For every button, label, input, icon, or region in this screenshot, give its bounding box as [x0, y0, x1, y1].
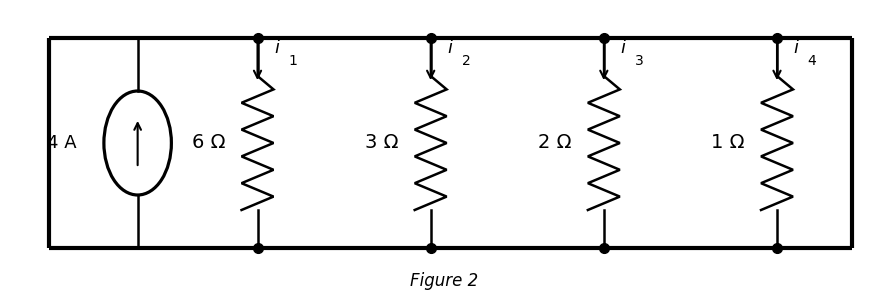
Text: $i$: $i$	[793, 39, 800, 57]
Text: $4$: $4$	[807, 54, 817, 68]
Text: $3$: $3$	[634, 54, 644, 68]
Text: $i$: $i$	[620, 39, 627, 57]
Text: $i$: $i$	[274, 39, 281, 57]
Text: 1 Ω: 1 Ω	[711, 134, 745, 152]
Text: $1$: $1$	[288, 54, 297, 68]
Text: $i$: $i$	[447, 39, 454, 57]
Text: $2$: $2$	[461, 54, 471, 68]
Text: 6 Ω: 6 Ω	[192, 134, 226, 152]
Text: Figure 2: Figure 2	[410, 272, 478, 290]
Text: 2 Ω: 2 Ω	[538, 134, 572, 152]
Text: 4 A: 4 A	[47, 134, 77, 152]
Text: 3 Ω: 3 Ω	[365, 134, 399, 152]
